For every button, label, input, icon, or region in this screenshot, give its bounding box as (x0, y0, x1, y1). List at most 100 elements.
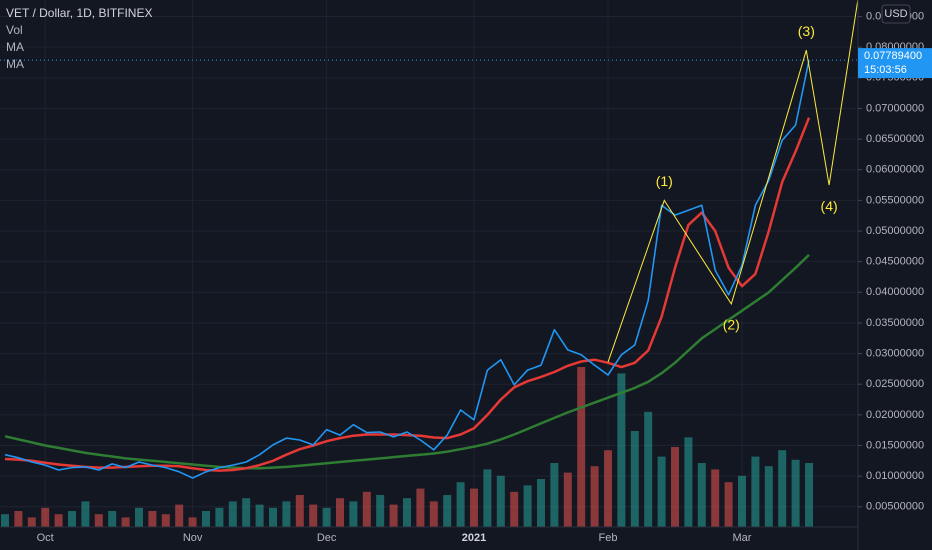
chart-title: VET / Dollar, 1D, BITFINEX (6, 6, 152, 20)
volume-bar (805, 463, 813, 527)
volume-bar (349, 501, 358, 527)
volume-bar (416, 488, 425, 527)
volume-bar (496, 475, 505, 527)
volume-bar (563, 472, 572, 527)
volume-bar (764, 466, 773, 527)
volume-bar (537, 479, 545, 527)
y-tick-label: 0.02000000 (866, 409, 924, 421)
volume-bar (121, 517, 130, 527)
volume-bar (671, 447, 679, 527)
volume-bar (188, 517, 197, 527)
volume-bar (644, 411, 653, 527)
volume-bar (309, 504, 318, 527)
volume-bar (550, 463, 559, 527)
legend-item: MA (6, 57, 24, 71)
legend-item: Vol (6, 23, 23, 37)
volume-bar (242, 498, 251, 527)
volume-pane (1, 367, 813, 527)
y-tick-label: 0.05000000 (866, 225, 924, 237)
series-line (4, 59, 810, 479)
volume-bar (175, 504, 184, 527)
series-pane (0, 59, 858, 479)
volume-bar (362, 491, 371, 527)
volume-bar (68, 511, 76, 527)
volume-bar (630, 431, 639, 527)
volume-bar (27, 517, 36, 527)
volume-bar (255, 504, 264, 527)
x-tick-label: Oct (37, 532, 54, 544)
volume-bar (376, 495, 385, 527)
volume-bar (778, 450, 787, 527)
volume-bar (41, 507, 50, 527)
volume-bar (389, 504, 398, 527)
series-line (4, 253, 810, 470)
volume-bar (510, 491, 519, 527)
volume-bar (617, 373, 626, 527)
volume-bar (483, 469, 492, 527)
x-tick-label: Feb (599, 532, 618, 544)
volume-bar (429, 501, 438, 527)
volume-bar (81, 501, 90, 527)
y-tick-label: 0.04500000 (866, 256, 924, 268)
volume-bar (148, 511, 157, 527)
volume-bar (711, 469, 720, 527)
y-tick-label: 0.06500000 (866, 133, 924, 145)
volume-bar (456, 482, 465, 527)
volume-bar (108, 511, 117, 527)
volume-bar (215, 507, 224, 527)
volume-bar (523, 485, 532, 527)
y-tick-label: 0.05500000 (866, 194, 924, 206)
y-tick-label: 0.03500000 (866, 317, 924, 329)
volume-bar (336, 498, 344, 527)
volume-bar (724, 482, 733, 527)
currency-label[interactable]: USD (884, 8, 907, 20)
last-price-box (858, 48, 932, 79)
volume-bar (604, 450, 612, 527)
wave-label: (2) (723, 317, 740, 333)
volume-bar (202, 511, 210, 527)
volume-bar (738, 475, 746, 527)
x-tick-label: 2021 (462, 532, 486, 544)
time-axis: Oct Nov Dec 2021 Feb Mar (37, 532, 752, 544)
y-tick-label: 0.01500000 (866, 439, 924, 451)
x-tick-label: Nov (183, 532, 203, 544)
volume-bar (470, 488, 478, 527)
volume-bar (577, 367, 586, 527)
wave-line (607, 0, 859, 363)
y-tick-label: 0.01000000 (866, 470, 924, 482)
y-tick-label: 0.03000000 (866, 347, 924, 359)
x-tick-label: Dec (317, 532, 337, 544)
series-line (4, 117, 811, 472)
volume-bar (657, 456, 666, 527)
wave-drawing: (1) (2) (3) (4) (607, 0, 859, 363)
y-tick-label: 0.04000000 (866, 286, 924, 298)
legend-item: MA (6, 40, 24, 54)
volume-bar (1, 514, 9, 527)
volume-bar (94, 514, 103, 527)
volume-bar (590, 466, 599, 527)
last-price-label: 0.07789400 (864, 50, 922, 62)
volume-bar (269, 507, 277, 527)
grid (0, 0, 858, 527)
x-tick-label: Mar (733, 532, 752, 544)
volume-bar (135, 507, 143, 527)
volume-bar (282, 501, 291, 527)
wave-label: (1) (656, 173, 673, 189)
volume-bar (684, 437, 693, 527)
y-tick-label: 0.07000000 (866, 102, 924, 114)
volume-bar (14, 511, 23, 527)
volume-bar (54, 514, 63, 527)
volume-bar (403, 498, 411, 527)
y-tick-label: 0.00500000 (866, 501, 924, 513)
currency-button[interactable] (881, 4, 911, 24)
volume-bar (697, 463, 706, 527)
y-tick-label: 0.06000000 (866, 164, 924, 176)
volume-bar (322, 507, 331, 527)
wave-label: (4) (821, 198, 838, 214)
y-tick-label: 0.02500000 (866, 378, 924, 390)
volume-bar (295, 495, 304, 527)
volume-bar (751, 456, 760, 527)
wave-label: (3) (798, 23, 815, 39)
